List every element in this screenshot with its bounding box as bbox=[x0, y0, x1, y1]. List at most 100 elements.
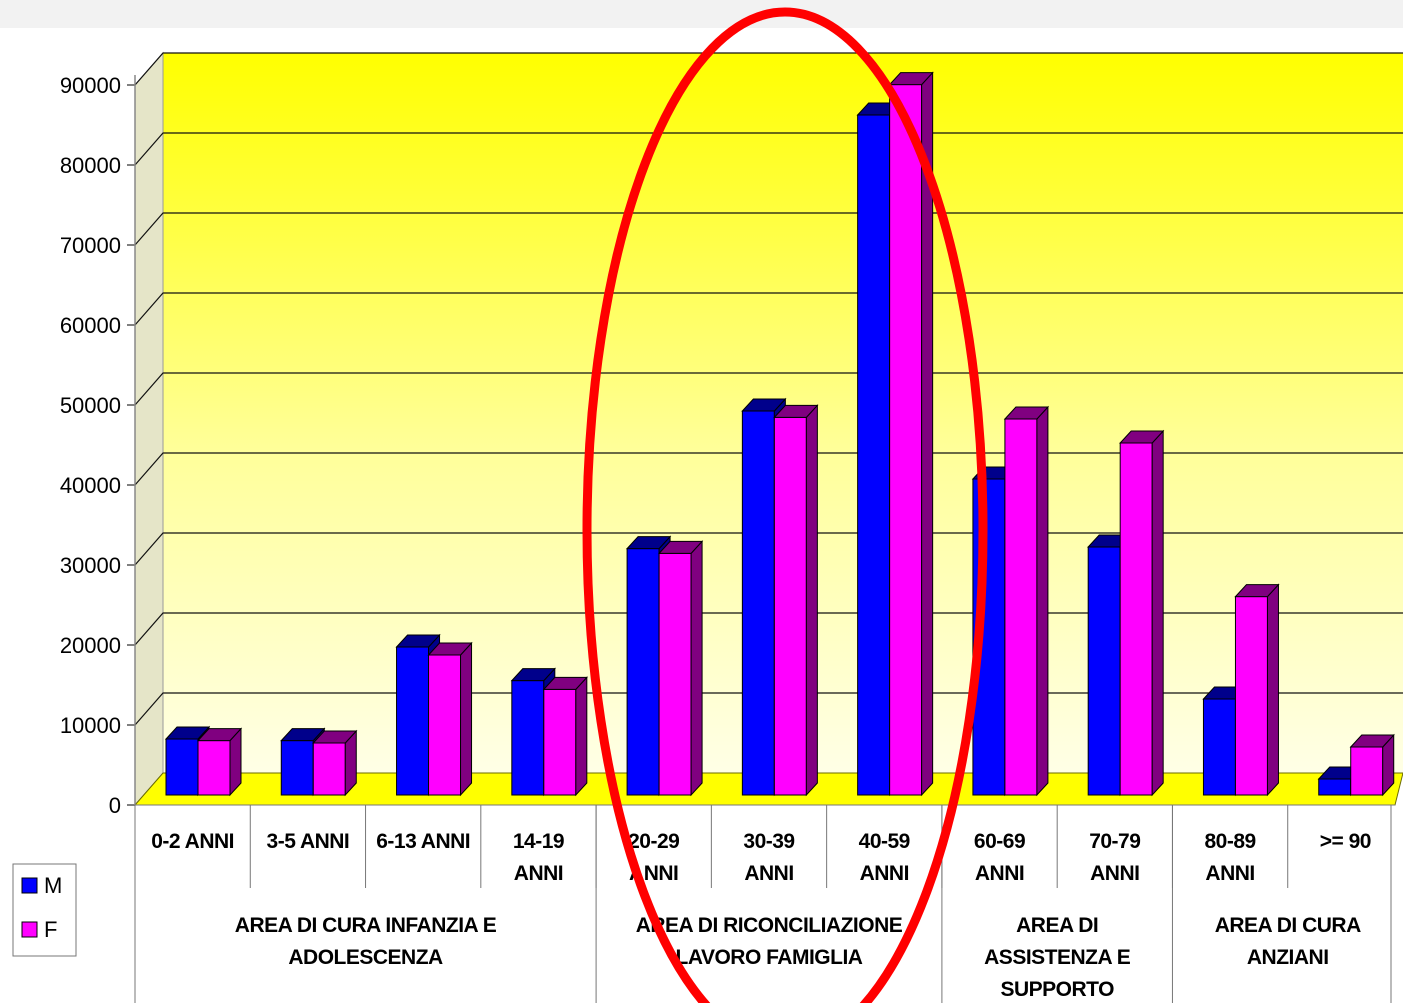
bar-front bbox=[280, 740, 314, 796]
gridline bbox=[134, 452, 1403, 486]
y-tick-label: 30000 bbox=[60, 553, 121, 578]
y-tick-label: 80000 bbox=[60, 153, 121, 178]
y-tick-label: 90000 bbox=[60, 73, 121, 98]
y-tick-label: 10000 bbox=[60, 713, 121, 738]
category-label: >= 90 bbox=[1320, 830, 1371, 853]
category-label: 0-2 ANNI bbox=[151, 830, 234, 853]
bar-f bbox=[888, 71, 934, 797]
bar-top bbox=[773, 404, 819, 418]
category-label: ANNI bbox=[1205, 862, 1254, 885]
category-label: ANNI bbox=[975, 862, 1024, 885]
y-tick-label: 70000 bbox=[60, 233, 121, 258]
bar-front bbox=[857, 114, 891, 796]
bar-top bbox=[741, 398, 787, 412]
category-label: 6-13 ANNI bbox=[376, 830, 470, 853]
bar-front bbox=[511, 680, 545, 796]
bar-f bbox=[1349, 733, 1395, 797]
bar-front bbox=[1350, 746, 1384, 796]
y-tick-label: 60000 bbox=[60, 313, 121, 338]
legend-label-f: F bbox=[44, 917, 57, 942]
bar-top bbox=[1119, 430, 1165, 444]
bar-front bbox=[1004, 418, 1038, 796]
group-label: ASSISTENZA E bbox=[984, 946, 1131, 969]
bar-front bbox=[197, 740, 231, 796]
y-tick-label: 50000 bbox=[60, 393, 121, 418]
bar-top bbox=[542, 676, 588, 690]
bar-front bbox=[1119, 442, 1153, 796]
bar-top bbox=[196, 728, 243, 742]
bar-f bbox=[542, 676, 588, 797]
category-label: ANNI bbox=[1090, 862, 1139, 885]
group-label: AREA DI bbox=[1016, 914, 1098, 937]
group-label: AREA DI CURA bbox=[1215, 914, 1361, 937]
gridline bbox=[134, 292, 1403, 326]
bar-side bbox=[575, 676, 588, 797]
bar-f bbox=[773, 404, 819, 797]
category-label: 3-5 ANNI bbox=[267, 830, 350, 853]
bar-top bbox=[312, 730, 358, 744]
bar-top bbox=[1349, 734, 1395, 748]
legend-swatch-f bbox=[21, 921, 38, 938]
category-label: ANNI bbox=[514, 862, 563, 885]
bar-front bbox=[396, 646, 430, 796]
bar-f bbox=[1234, 583, 1280, 797]
highlight-layer bbox=[582, 7, 988, 1003]
category-table-layer: 0-2 ANNI 3-5 ANNI 6-13 ANNI 14-19 ANNI 20-29 A… bbox=[134, 804, 1395, 1003]
bar-top bbox=[280, 728, 326, 742]
bar-f bbox=[657, 540, 704, 797]
category-label: ANNI bbox=[744, 862, 793, 885]
side-wall bbox=[134, 51, 164, 807]
category-label: 30-39 bbox=[743, 830, 794, 853]
legend-label-m: M bbox=[44, 873, 62, 898]
bar-front bbox=[626, 548, 660, 796]
bar-front bbox=[658, 552, 692, 796]
bar-top bbox=[510, 668, 556, 682]
gridline bbox=[134, 372, 1403, 406]
y-tick-label: 0 bbox=[109, 793, 121, 818]
bar-front bbox=[165, 738, 199, 796]
bar-front bbox=[1234, 596, 1268, 796]
group-label: SUPPORTO bbox=[1000, 978, 1114, 1001]
bar-top bbox=[1003, 406, 1050, 420]
legend: MF bbox=[12, 863, 77, 957]
bar-top bbox=[427, 642, 473, 656]
bar-front bbox=[312, 742, 346, 796]
bars-layer bbox=[164, 71, 1395, 797]
group-label: LAVORO FAMIGLIA bbox=[676, 946, 863, 969]
bar-top bbox=[395, 634, 441, 648]
bar-side bbox=[460, 641, 473, 797]
bar-front bbox=[741, 410, 775, 796]
bar-front bbox=[1202, 698, 1236, 796]
bar-top bbox=[657, 540, 704, 554]
category-label: 80-89 bbox=[1204, 830, 1255, 853]
category-label: 20-29 bbox=[628, 830, 679, 853]
group-label: ANZIANI bbox=[1247, 946, 1329, 969]
category-label: 70-79 bbox=[1089, 830, 1140, 853]
group-label: ADOLESCENZA bbox=[288, 946, 443, 969]
bar-top bbox=[625, 536, 672, 550]
axis-layer: 90000 80000 70000 60000 50000 40000 30000 20000… bbox=[60, 73, 136, 818]
category-label: 40-59 bbox=[859, 830, 910, 853]
bar-side bbox=[805, 404, 818, 797]
bar-side bbox=[1266, 583, 1279, 797]
bar-front bbox=[1318, 778, 1352, 796]
bar-side bbox=[1151, 429, 1164, 797]
gridline bbox=[134, 212, 1403, 246]
bar-top bbox=[164, 726, 211, 740]
legend-swatch-m bbox=[21, 877, 38, 894]
category-label: 60-69 bbox=[974, 830, 1025, 853]
group-label: AREA DI CURA INFANZIA E bbox=[235, 914, 497, 937]
bar-top bbox=[1234, 584, 1280, 598]
bar-front bbox=[428, 654, 462, 796]
bar-side bbox=[690, 540, 703, 797]
bar-f bbox=[1003, 405, 1050, 797]
bar-front bbox=[773, 416, 807, 796]
bar-f bbox=[196, 727, 243, 797]
bar-front bbox=[1087, 546, 1121, 796]
y-tick-label: 40000 bbox=[60, 473, 121, 498]
bar-side bbox=[1036, 405, 1049, 797]
group-label: AREA DI RICONCILIAZIONE bbox=[636, 914, 903, 937]
category-label: 14-19 bbox=[513, 830, 564, 853]
window-top-bar bbox=[0, 0, 1403, 28]
